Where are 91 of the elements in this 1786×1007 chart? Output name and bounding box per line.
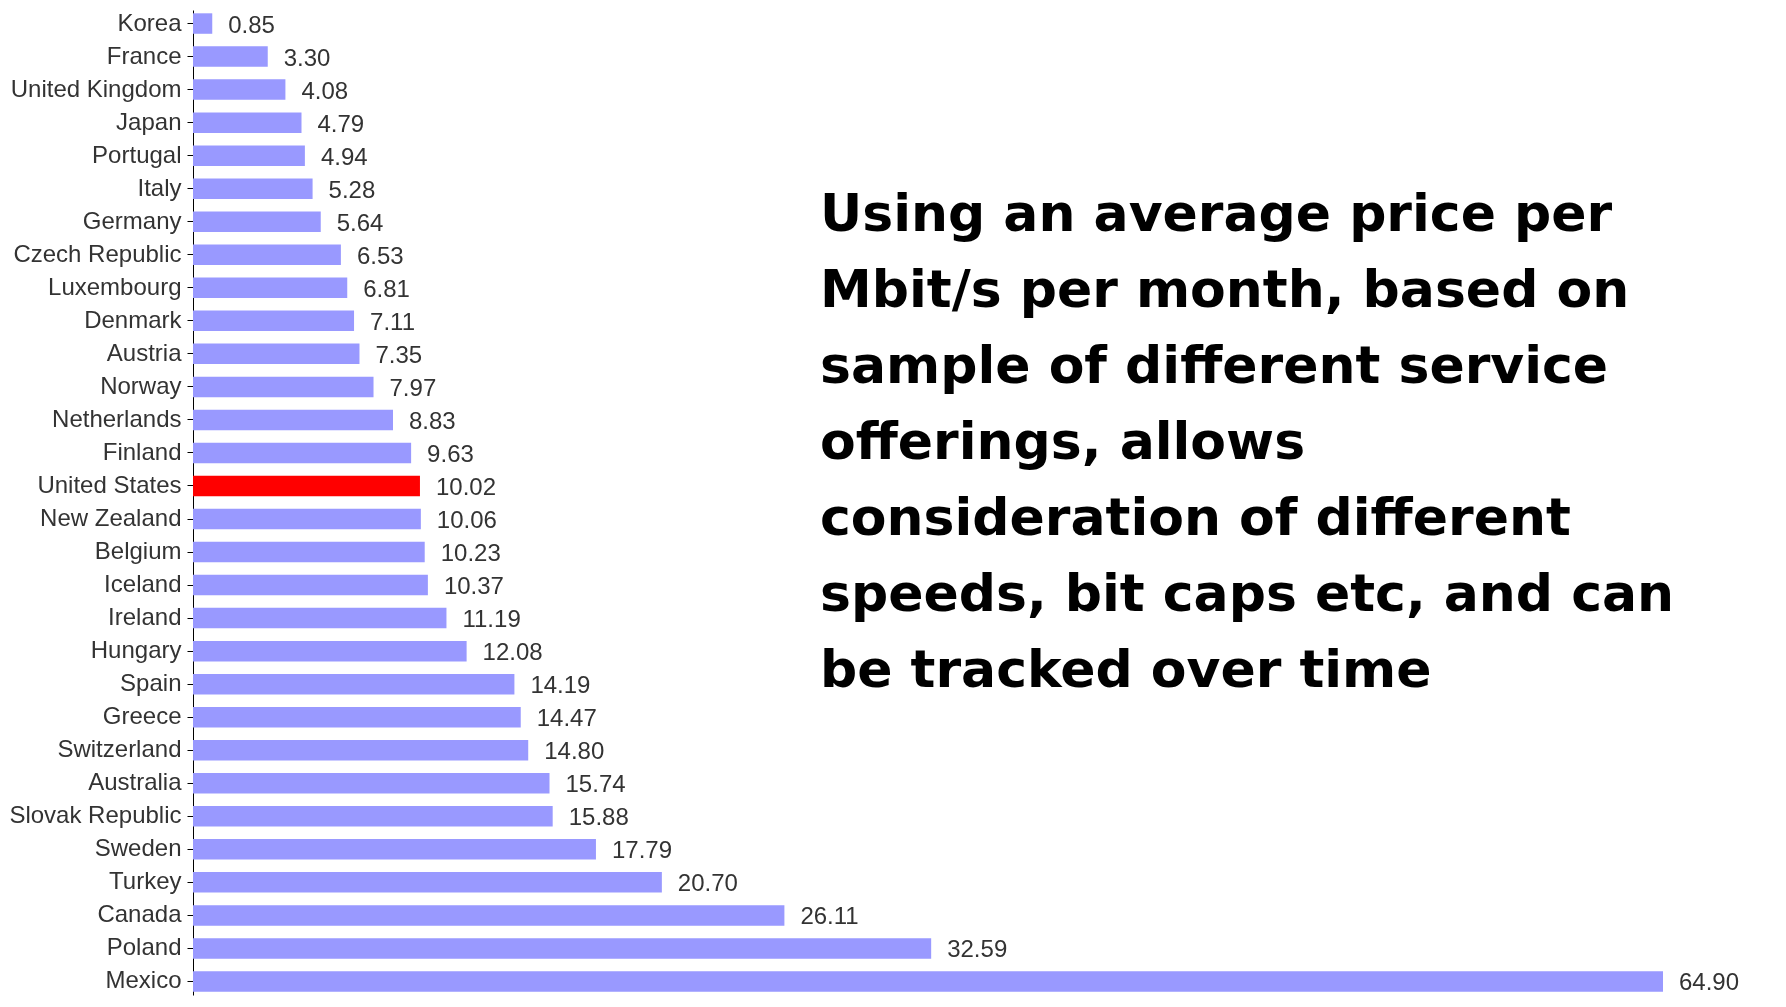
data-label: 5.28 [328, 175, 376, 203]
y-tick-label: United Kingdom [10, 74, 182, 102]
y-tick-label: Slovak Republic [9, 801, 182, 829]
data-label: 7.97 [389, 373, 437, 401]
bar [193, 277, 348, 299]
bar [193, 938, 932, 959]
bar [193, 13, 213, 34]
y-tick-label: Turkey [109, 867, 182, 895]
y-tick-label: Iceland [104, 570, 182, 598]
bar [193, 145, 305, 166]
bar [193, 112, 302, 133]
y-tick-label: Austria [106, 338, 183, 366]
data-label: 10.37 [443, 572, 504, 600]
bar [193, 475, 420, 497]
bar [193, 806, 553, 827]
data-label: 20.70 [677, 869, 738, 897]
data-label: 17.79 [611, 836, 673, 864]
data-label: 64.90 [1679, 968, 1740, 996]
y-tick-label: Spain [120, 669, 182, 697]
data-label: 9.63 [427, 439, 474, 467]
data-label: 7.11 [370, 307, 415, 335]
data-label: 7.35 [375, 340, 423, 368]
y-tick-label: Poland [106, 933, 182, 961]
y-tick-label: Canada [97, 900, 183, 928]
bar [193, 376, 374, 398]
bar [193, 442, 412, 464]
bar [193, 872, 662, 893]
y-tick-label: Denmark [84, 305, 183, 333]
bar [193, 46, 268, 67]
y-tick-label: Netherlands [52, 404, 182, 432]
y-tick-label: Finland [102, 437, 182, 465]
bar [193, 971, 1663, 992]
y-tick-label: Australia [88, 768, 183, 796]
data-label: 6.53 [356, 241, 404, 269]
y-tick-label: Czech Republic [13, 239, 182, 267]
data-label: 4.08 [301, 76, 349, 104]
bar [193, 310, 355, 332]
data-label: 4.94 [320, 142, 368, 170]
data-label: 11.19 [462, 605, 521, 633]
annotation: Using an average price per Mbit/s per month, based on sample of different service offerings, allows consideration of different speeds, bit caps etc, and can be tracked over time [820, 182, 1676, 701]
bar [193, 508, 421, 530]
y-tick-label: Belgium [94, 537, 182, 565]
bar [193, 211, 321, 232]
bar [193, 343, 360, 365]
y-tick-label: Hungary [90, 636, 182, 664]
data-label: 3.30 [283, 43, 331, 71]
bar [193, 244, 341, 265]
bar [193, 773, 550, 794]
y-tick-label: Luxembourg [48, 272, 182, 300]
y-tick-label: United States [37, 470, 182, 498]
data-label: 4.79 [317, 109, 365, 137]
y-tick-label: Japan [116, 107, 182, 135]
data-label: 12.08 [482, 638, 543, 666]
y-tick-label: Germany [82, 206, 182, 234]
data-label: 10.23 [440, 539, 501, 567]
y-tick-label: New Zealand [40, 504, 182, 532]
y-tick-label: France [106, 41, 182, 69]
data-label: 6.81 [363, 274, 410, 302]
bar [193, 574, 428, 596]
data-label: 8.83 [409, 406, 456, 434]
y-tick-label: Sweden [94, 834, 182, 862]
data-label: 10.02 [435, 472, 497, 500]
data-label: 26.11 [800, 902, 859, 930]
y-tick-label: Switzerland [57, 735, 182, 763]
data-label: 5.64 [336, 208, 384, 236]
data-label: 0.85 [228, 10, 275, 38]
bar [193, 839, 596, 860]
bar [193, 905, 785, 926]
y-tick-label: Greece [102, 702, 182, 730]
data-label: 14.19 [530, 671, 591, 699]
y-tick-label: Norway [100, 371, 182, 399]
bar [193, 640, 467, 662]
data-label: 14.80 [544, 737, 605, 765]
data-label: 10.06 [436, 506, 497, 534]
y-tick-label: Mexico [105, 966, 182, 994]
bar [193, 79, 286, 100]
bar [193, 673, 515, 695]
bar [193, 740, 529, 761]
y-tick-label: Korea [117, 8, 183, 36]
y-tick-label: Ireland [108, 603, 182, 631]
bar [193, 178, 313, 199]
bar [193, 409, 393, 431]
y-tick-label: Italy [137, 173, 182, 201]
y-tick-label: Portugal [92, 140, 182, 168]
bar [193, 706, 521, 728]
bar [193, 541, 425, 563]
data-label: 32.59 [947, 935, 1008, 963]
data-label: 14.47 [536, 704, 597, 732]
data-label: 15.74 [565, 770, 626, 798]
data-label: 15.88 [568, 803, 629, 831]
bar [193, 607, 447, 629]
